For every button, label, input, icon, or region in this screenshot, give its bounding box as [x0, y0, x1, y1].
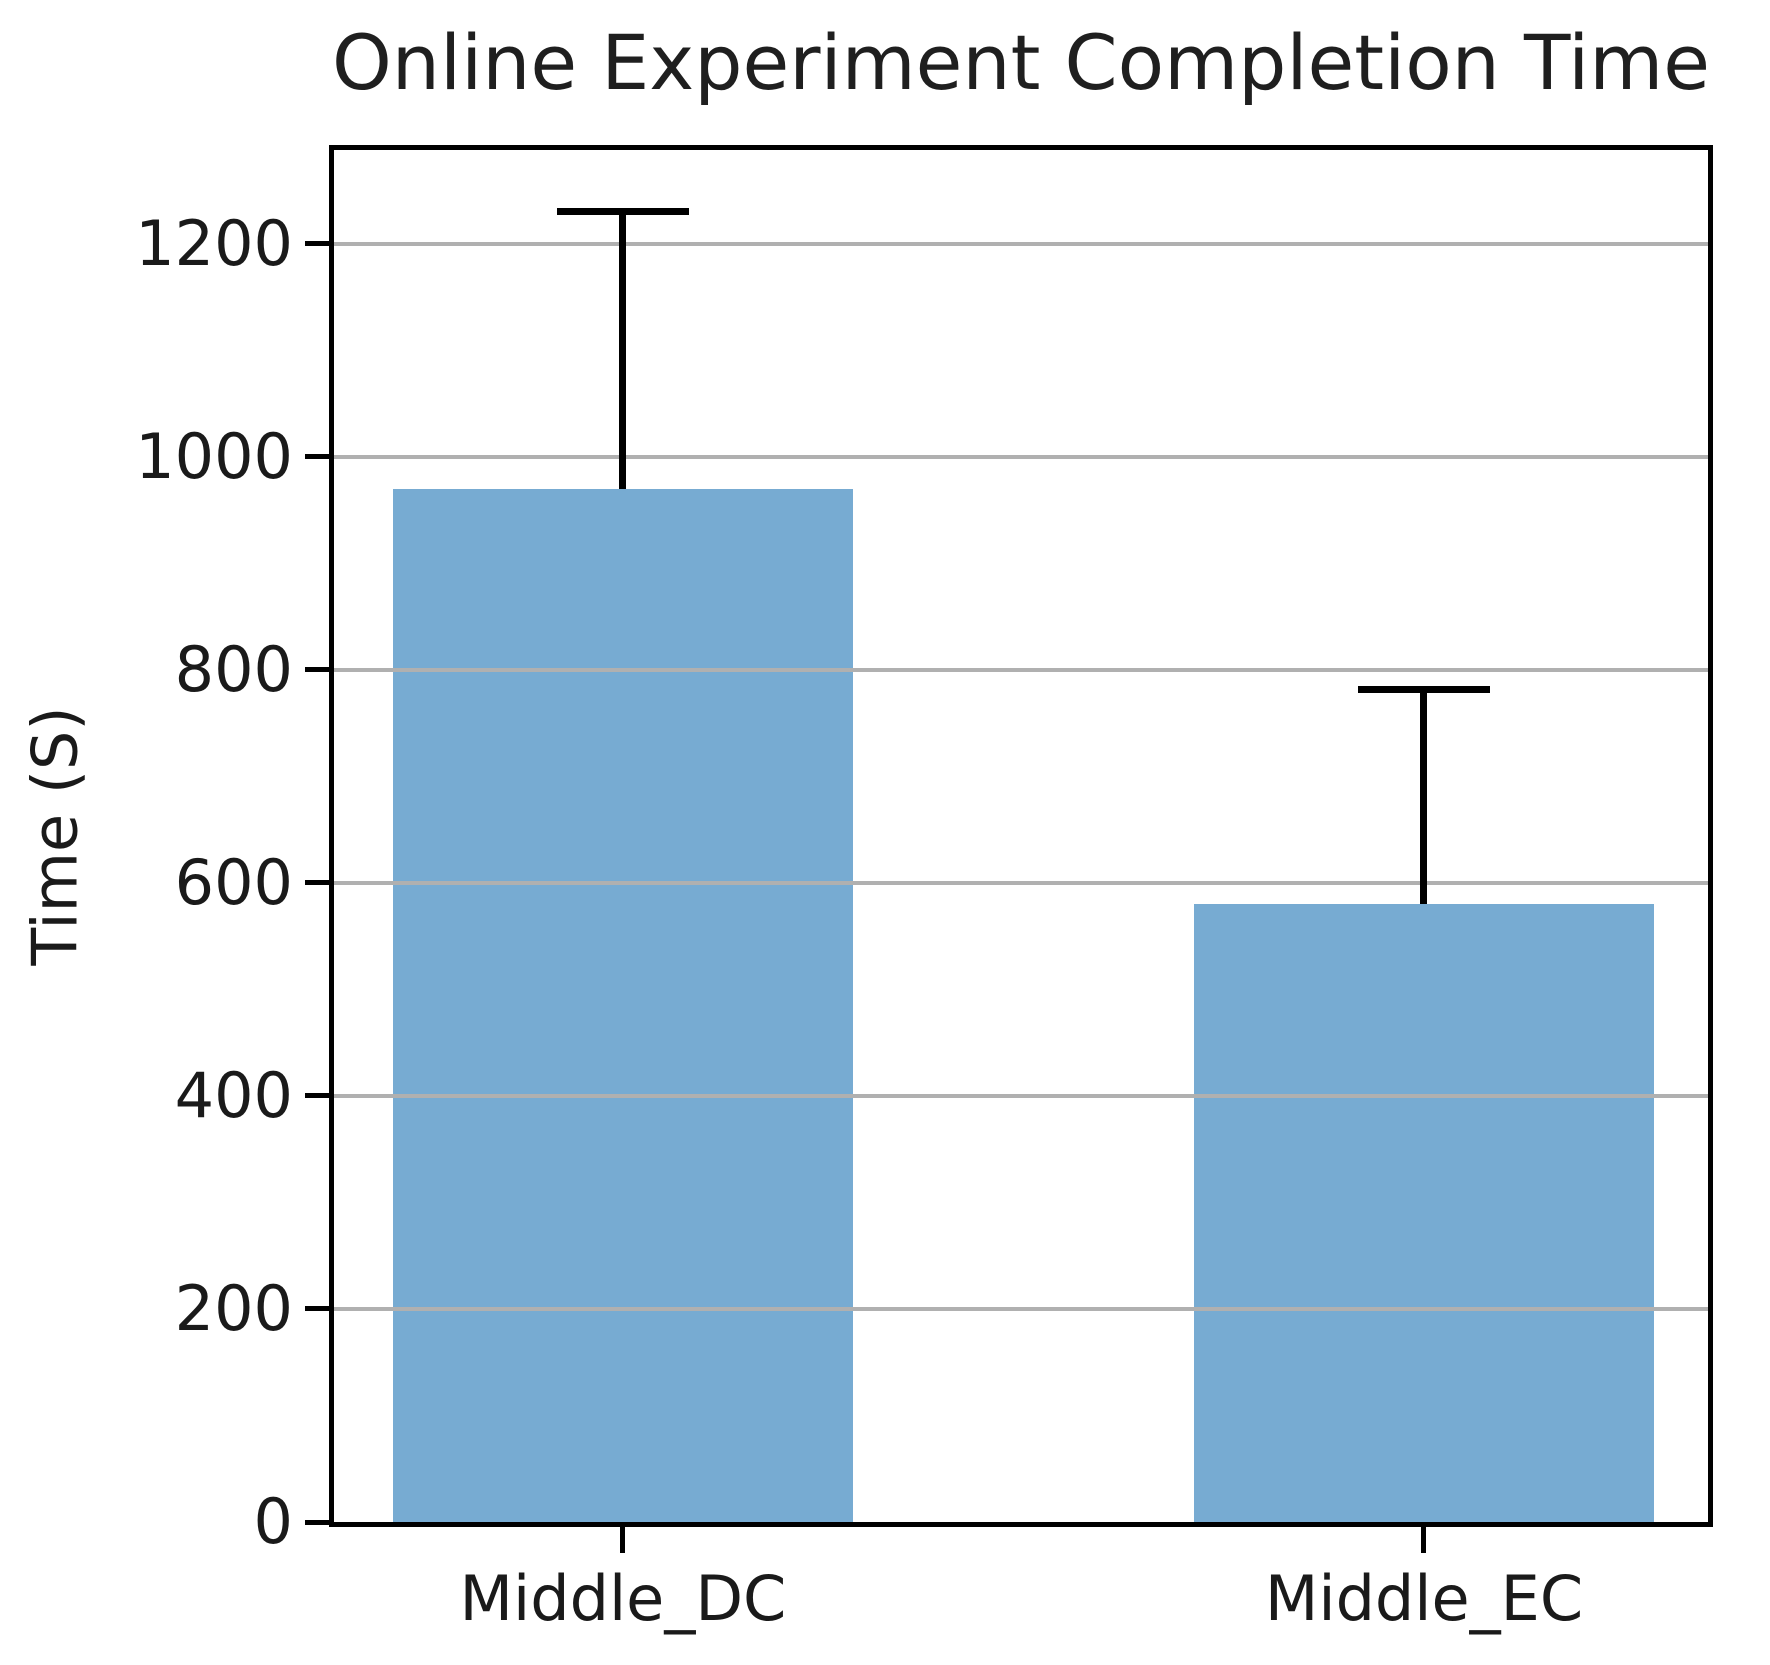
- gridline-y-1000: [334, 454, 1708, 459]
- y-tick-label-1200: 1200: [135, 206, 293, 280]
- y-tick-mark-0: [305, 1519, 329, 1525]
- gridline-y-800: [334, 667, 1708, 672]
- x-tick-label-middle-ec: Middle_EC: [1264, 1562, 1584, 1635]
- x-tick-mark-middle-dc: [620, 1527, 626, 1553]
- y-tick-label-400: 400: [174, 1058, 293, 1132]
- bar-middle-dc: [392, 488, 853, 1522]
- y-tick-mark-600: [305, 880, 329, 886]
- error-bar-line-middle-ec: [1420, 689, 1428, 905]
- chart-title: Online Experiment Completion Time: [331, 18, 1711, 107]
- y-tick-label-600: 600: [174, 845, 293, 919]
- y-tick-label-200: 200: [174, 1271, 293, 1345]
- y-tick-mark-200: [305, 1306, 329, 1312]
- y-tick-mark-1200: [305, 241, 329, 247]
- y-tick-mark-400: [305, 1093, 329, 1099]
- error-bar-line-middle-dc: [619, 211, 627, 489]
- y-tick-label-0: 0: [253, 1485, 293, 1558]
- gridline-y-1200: [334, 241, 1708, 246]
- y-tick-mark-1000: [305, 454, 329, 460]
- y-tick-mark-800: [305, 667, 329, 673]
- x-tick-mark-middle-ec: [1421, 1527, 1427, 1553]
- y-axis-label: Time (S): [18, 706, 92, 966]
- gridline-y-200: [334, 1306, 1708, 1311]
- y-tick-label-1000: 1000: [135, 419, 293, 493]
- gridline-y-400: [334, 1093, 1708, 1098]
- plot-area: [329, 145, 1713, 1527]
- gridline-y-600: [334, 880, 1708, 885]
- bar-middle-ec: [1193, 904, 1654, 1522]
- error-bar-cap-middle-dc: [556, 208, 689, 216]
- error-bar-cap-middle-ec: [1357, 685, 1490, 693]
- y-tick-label-800: 800: [174, 632, 293, 706]
- x-tick-label-middle-dc: Middle_DC: [459, 1562, 787, 1635]
